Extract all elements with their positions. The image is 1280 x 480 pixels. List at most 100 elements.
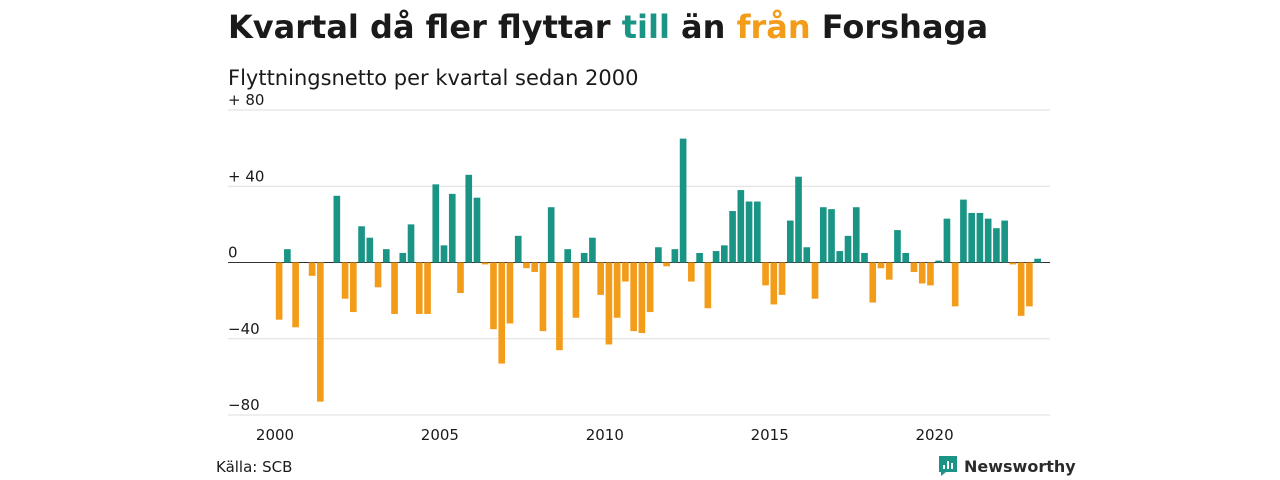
bar	[696, 252, 703, 263]
bar	[894, 230, 901, 263]
bar	[918, 262, 926, 284]
bar	[399, 252, 407, 263]
bar	[753, 201, 761, 263]
bar	[960, 199, 967, 263]
bar	[514, 235, 522, 263]
bar	[572, 262, 580, 318]
y-tick-label: 0	[228, 244, 238, 262]
bar	[729, 211, 736, 263]
bar	[333, 195, 341, 263]
chart-subtitle: Flyttningsnetto per kvartal sedan 2000	[228, 66, 639, 90]
bar	[481, 262, 489, 265]
bar	[721, 245, 728, 263]
x-axis-labels: 2000 2005 2010 2015 2020	[256, 426, 954, 444]
bar	[564, 249, 572, 263]
bar	[1034, 258, 1041, 263]
bar	[308, 262, 316, 276]
bar	[704, 262, 712, 309]
bar	[415, 262, 423, 314]
bar	[605, 262, 613, 345]
bar	[275, 262, 283, 320]
bar	[663, 262, 670, 267]
bar	[819, 207, 827, 263]
bar	[745, 201, 753, 263]
bar	[852, 207, 860, 263]
bar	[597, 262, 604, 295]
bar	[646, 262, 654, 313]
bar	[374, 262, 382, 288]
source-label: Källa: SCB	[216, 458, 293, 476]
bar	[366, 237, 374, 263]
bar	[457, 262, 464, 293]
chart-title: Kvartal då fler flyttar till än från For…	[228, 8, 988, 46]
x-tick-label: 2015	[751, 426, 789, 444]
bar	[770, 262, 778, 305]
bar	[786, 220, 794, 263]
bar	[1026, 262, 1033, 307]
title-fran: från	[736, 8, 811, 46]
title-till: till	[621, 8, 670, 46]
bar	[317, 262, 324, 402]
bar	[943, 218, 951, 263]
bar	[473, 197, 481, 263]
x-tick-label: 2000	[256, 426, 294, 444]
x-tick-label: 2010	[586, 426, 624, 444]
bar	[391, 262, 398, 314]
bar	[935, 260, 943, 263]
x-tick-label: 2005	[421, 426, 459, 444]
bar	[1001, 220, 1008, 263]
bar	[556, 262, 563, 351]
newsworthy-icon	[939, 456, 957, 476]
bar	[811, 262, 819, 299]
bar	[885, 262, 893, 280]
y-axis-labels: + 80 + 40 0 −40 −80	[228, 91, 264, 414]
bar	[350, 262, 357, 313]
bar	[465, 174, 473, 263]
bar	[382, 249, 390, 263]
bar	[877, 262, 885, 269]
bar	[613, 262, 621, 318]
bar	[1017, 262, 1025, 316]
bar	[984, 218, 992, 263]
y-tick-label: −80	[228, 396, 260, 414]
bar	[951, 262, 959, 307]
bar	[580, 252, 588, 263]
bar	[688, 262, 695, 282]
bar	[803, 247, 811, 263]
bar	[712, 251, 720, 263]
bar	[448, 193, 456, 263]
bar	[341, 262, 349, 299]
bar	[737, 190, 745, 263]
y-tick-label: + 80	[228, 91, 264, 109]
bar	[910, 262, 918, 273]
bar	[1009, 262, 1017, 265]
bar	[506, 262, 514, 324]
bar	[869, 262, 877, 303]
bar	[292, 262, 299, 328]
bar	[762, 262, 769, 286]
bar	[655, 247, 662, 263]
bar	[638, 262, 646, 334]
bar	[622, 262, 629, 282]
title-part-1: Kvartal då fler flyttar	[228, 8, 622, 46]
bar	[432, 184, 440, 263]
bar	[902, 252, 910, 263]
bar	[358, 226, 365, 263]
title-part-2: än	[669, 8, 737, 46]
bar	[861, 252, 868, 263]
title-part-3: Forshaga	[810, 8, 989, 46]
bar	[671, 249, 679, 263]
brand-name: Newsworthy	[964, 456, 1076, 476]
bar	[795, 176, 802, 263]
bar	[531, 262, 539, 273]
bar	[976, 212, 984, 263]
bar	[523, 262, 530, 269]
bar	[927, 262, 934, 286]
bar	[968, 212, 975, 263]
y-tick-label: + 40	[228, 167, 264, 185]
bar	[589, 237, 596, 263]
bar	[630, 262, 637, 332]
bar	[844, 235, 852, 263]
bars	[275, 138, 1041, 402]
